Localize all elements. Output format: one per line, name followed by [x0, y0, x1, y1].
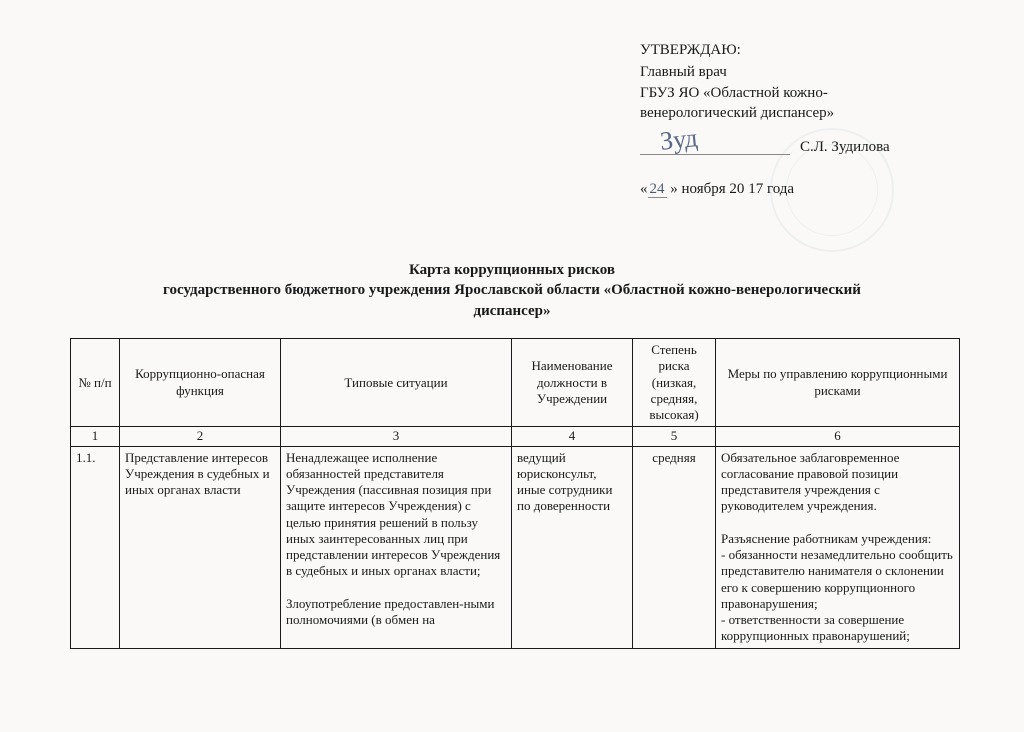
signatory-name: С.Л. Зудилова — [800, 137, 890, 157]
colnum-4: 4 — [512, 427, 633, 446]
approval-block: УТВЕРЖДАЮ: Главный врач ГБУЗ ЯО «Областн… — [640, 40, 980, 199]
cell-risk: средняя — [633, 446, 716, 648]
document-title: Карта коррупционных рисков государственн… — [0, 260, 1024, 321]
risk-table-wrapper: № п/п Коррупционно-опасная функция Типов… — [70, 338, 960, 649]
approver-org-line1: ГБУЗ ЯО «Областной кожно- — [640, 83, 980, 103]
colnum-5: 5 — [633, 427, 716, 446]
col-header-measures: Меры по управлению коррупционными рискам… — [716, 339, 960, 427]
title-line2: государственного бюджетного учреждения Я… — [60, 280, 964, 300]
date-year: 17 года — [748, 181, 794, 197]
table-row: 1.1. Представление интересов Учреждения … — [71, 446, 960, 648]
column-number-row: 1 2 3 4 5 6 — [71, 427, 960, 446]
table-header: № п/п Коррупционно-опасная функция Типов… — [71, 339, 960, 427]
col-header-situations: Типовые ситуации — [281, 339, 512, 427]
signature-scrawl: Зуд — [658, 120, 699, 159]
date-mid: » ноября 20 — [667, 181, 749, 197]
col-header-position: Наименование должности в Учреждении — [512, 339, 633, 427]
signature-area: Зуд С.Л. Зудилова — [640, 127, 980, 177]
title-line3: диспансер» — [60, 301, 964, 321]
approval-date: «24 » ноября 20 17 года — [640, 179, 980, 199]
approve-label: УТВЕРЖДАЮ: — [640, 40, 980, 60]
cell-measures: Обязательное заблаговременное согласован… — [716, 446, 960, 648]
cell-function: Представление интересов Учреждения в суд… — [120, 446, 281, 648]
col-header-number: № п/п — [71, 339, 120, 427]
colnum-6: 6 — [716, 427, 960, 446]
title-line1: Карта коррупционных рисков — [60, 260, 964, 280]
risk-table: № п/п Коррупционно-опасная функция Типов… — [70, 338, 960, 649]
col-header-function: Коррупционно-опасная функция — [120, 339, 281, 427]
approver-position: Главный врач — [640, 62, 980, 82]
cell-position: ведущий юрисконсульт, иные сотрудники по… — [512, 446, 633, 648]
date-prefix: « — [640, 181, 648, 197]
colnum-1: 1 — [71, 427, 120, 446]
col-header-risk: Степень риска (низкая, средняя, высокая) — [633, 339, 716, 427]
document-page: УТВЕРЖДАЮ: Главный врач ГБУЗ ЯО «Областн… — [0, 0, 1024, 732]
date-day-handwritten: 24 — [648, 181, 667, 198]
cell-situations: Ненадлежащее исполнение обязанностей пре… — [281, 446, 512, 648]
colnum-3: 3 — [281, 427, 512, 446]
colnum-2: 2 — [120, 427, 281, 446]
cell-number: 1.1. — [71, 446, 120, 648]
